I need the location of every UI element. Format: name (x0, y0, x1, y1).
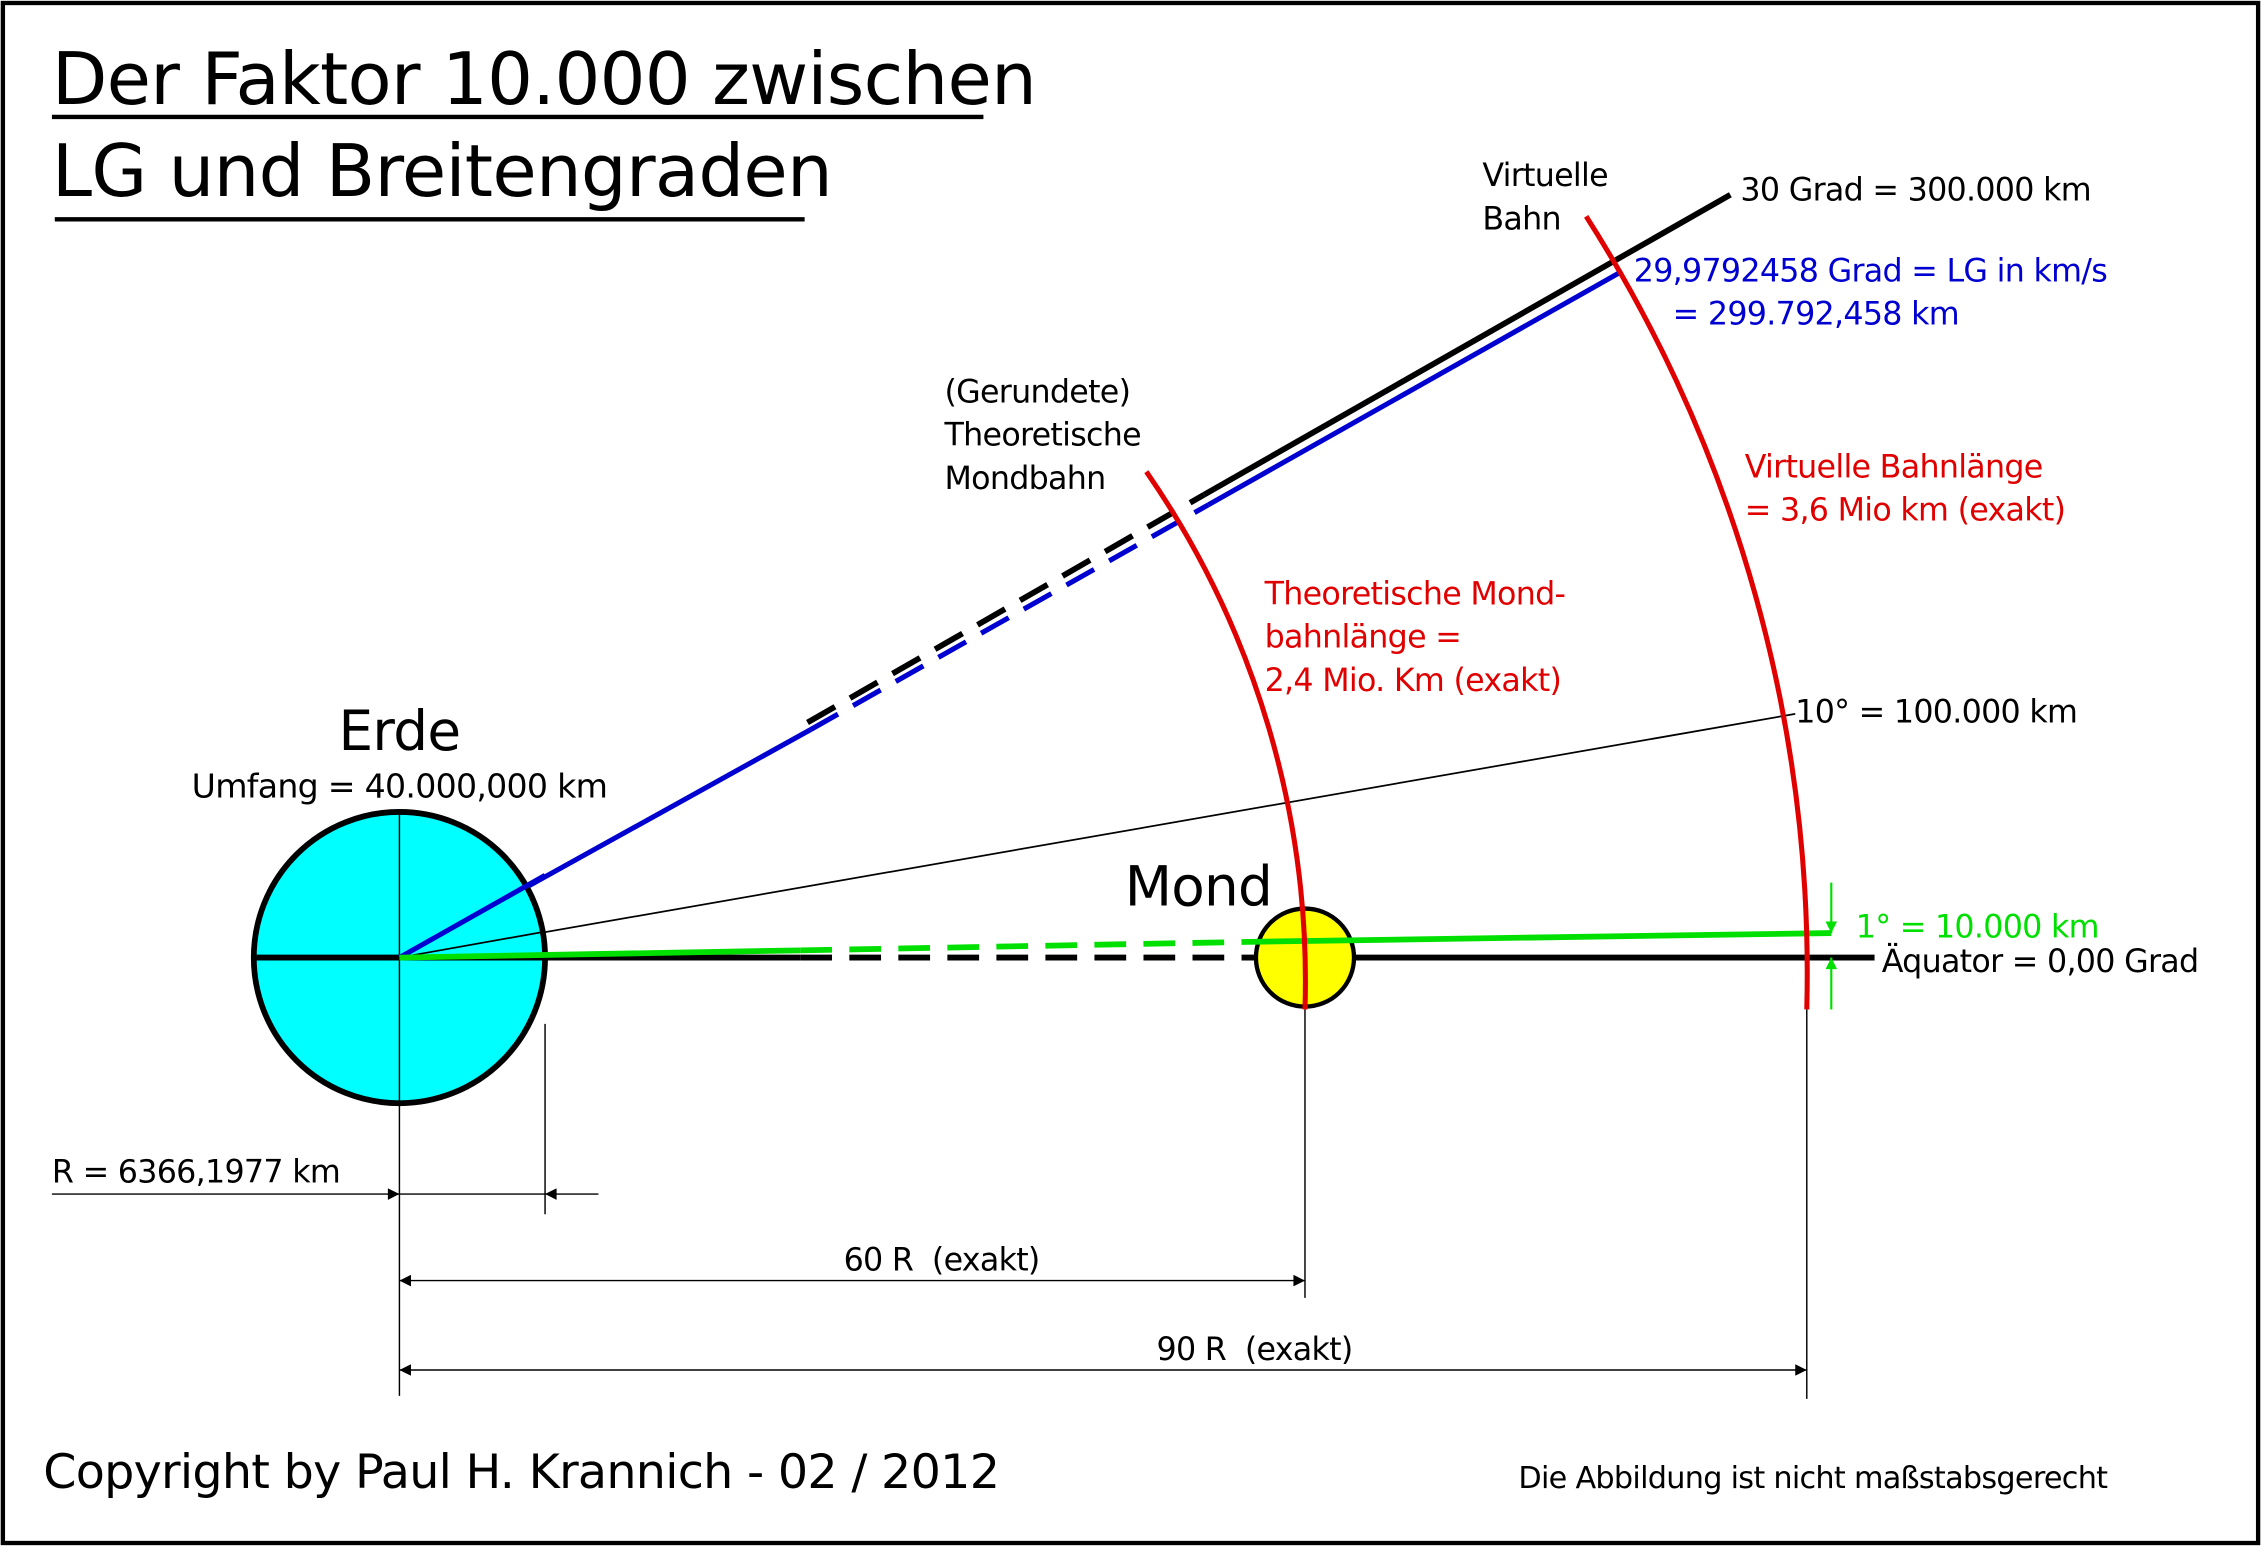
title-line: Der Faktor 10.000 zwischen (52, 38, 1036, 122)
label: R = 6366,1977 km (52, 1155, 340, 1191)
line-10deg (399, 713, 1796, 959)
note: Die Abbildung ist nicht maßstabsgerecht (1518, 1461, 2108, 1496)
label: Bahn (1482, 201, 1561, 237)
label: Virtuelle Bahnlänge (1745, 449, 2043, 485)
title-line: LG und Breitengraden (52, 130, 832, 214)
label: Theoretische (943, 418, 1140, 454)
label: bahnlänge = (1265, 620, 1462, 656)
label: Äquator = 0,00 Grad (1882, 942, 2199, 980)
label: Umfang = 40.000,000 km (192, 767, 607, 806)
label: 29,9792458 Grad = LG in km/s (1634, 253, 2107, 289)
line-light-speed-dashed (809, 502, 1210, 732)
label: (Gerundete) (944, 374, 1130, 410)
label: 30 Grad = 300.000 km (1740, 173, 2090, 209)
copyright: Copyright by Paul H. Krannich - 02 / 201… (43, 1445, 999, 1500)
earth-label: Erde (339, 699, 461, 763)
moon-label: Mond (1125, 855, 1272, 919)
label: = 3,6 Mio km (exakt) (1745, 493, 2066, 529)
line-1deg (399, 947, 801, 961)
line-1deg-dashed (800, 938, 1258, 954)
line-30deg-dashed (806, 492, 1206, 726)
label: 1° = 10.000 km (1856, 909, 2099, 945)
label: Theoretische Mond- (1264, 576, 1566, 612)
line-1deg (1257, 930, 1832, 945)
label: 2,4 Mio. Km (exakt) (1265, 663, 1562, 699)
line-10deg (399, 930, 546, 959)
line-light-speed (1207, 268, 1624, 507)
label: Mondbahn (944, 461, 1105, 497)
label: Virtuelle (1482, 158, 1608, 194)
label: = 299.792,458 km (1673, 297, 1959, 333)
line-30deg (1202, 192, 1732, 498)
label: 60 R (exakt) (844, 1242, 1040, 1278)
theoretical-orbit-arc (1144, 470, 1308, 1010)
label: 10° = 100.000 km (1795, 695, 2077, 731)
label: 90 R (exakt) (1157, 1332, 1353, 1368)
line-light-speed (398, 873, 547, 960)
virtual-orbit-arc (1584, 215, 1810, 1010)
